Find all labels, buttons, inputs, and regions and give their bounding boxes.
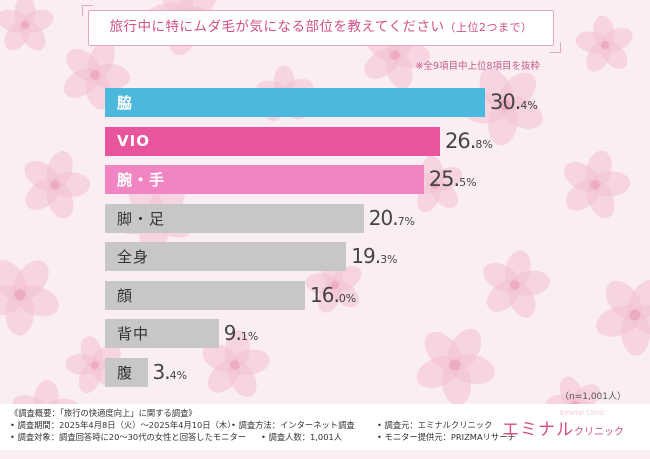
flower-icon bbox=[0, 247, 68, 343]
data-label: 26.8% bbox=[445, 128, 493, 153]
bar-label: 腕・手 bbox=[117, 171, 166, 189]
title-corner-br bbox=[550, 42, 561, 53]
bar-6: 顔 bbox=[105, 280, 305, 310]
survey-provider: • モニター提供元：PRIZMAリサーチ bbox=[377, 432, 516, 442]
flower-icon bbox=[565, 5, 644, 84]
bar-7: 背中 bbox=[105, 319, 219, 348]
chart-title: 旅行中に特にムダ毛が気になる部位を教えてください（上位2つまで） bbox=[88, 10, 554, 46]
title-corner-tl bbox=[82, 5, 93, 16]
survey-source: • 調査元：エミナルクリニック bbox=[377, 420, 493, 430]
flower-icon bbox=[0, 0, 57, 56]
sample-size: （n=1,001人） bbox=[559, 392, 626, 402]
excerpt-note: ※全9項目中上位8項目を抜粋 bbox=[415, 61, 540, 72]
bar-3: 腕・手 bbox=[105, 165, 424, 194]
flower-icon bbox=[548, 138, 642, 232]
survey-count: • 調査人数：1,001人 bbox=[261, 432, 343, 442]
chart-title-sub: （上位2つまで） bbox=[444, 21, 533, 34]
flower-icon bbox=[13, 143, 98, 228]
survey-overview: 《調査概要：「旅行の快適度向上」に関する調査》 bbox=[10, 408, 197, 418]
clinic-logo: エミナルクリニック Eminal Clinic bbox=[502, 409, 624, 440]
bar-label: 背中 bbox=[117, 325, 150, 343]
data-label: 16.0% bbox=[310, 282, 357, 307]
chart-title-main: 旅行中に特にムダ毛が気になる部位を教えてください bbox=[109, 19, 445, 35]
bar-label: 腹 bbox=[117, 363, 134, 382]
survey-method: • 調査方法：インターネット調査 bbox=[231, 420, 355, 430]
data-label: 19.3% bbox=[351, 244, 398, 268]
survey-period: • 調査期間：2025年4月8日（火）～2025年4月10日（木） bbox=[10, 420, 236, 430]
bar-label: 脇 bbox=[117, 94, 134, 112]
flower-icon bbox=[402, 312, 508, 418]
survey-footer: 《調査概要：「旅行の快適度向上」に関する調査》 • 調査期間：2025年4月8日… bbox=[0, 404, 650, 450]
survey-target: • 調査対象：調査回答時に20～30代の女性と回答したモニター bbox=[10, 432, 247, 442]
flower-icon bbox=[470, 240, 560, 330]
data-label: 9.1% bbox=[223, 321, 259, 345]
data-label: 3.4% bbox=[152, 359, 188, 384]
bar-5: 全身 bbox=[105, 242, 347, 271]
data-label: 20.7% bbox=[368, 205, 416, 230]
clinic-logo-watermark: Eminal Clinic bbox=[560, 409, 606, 417]
bar-label: VIO bbox=[117, 132, 150, 150]
bar-8: 腹 bbox=[105, 357, 148, 387]
bar-label: 顔 bbox=[117, 286, 134, 305]
flower-icon bbox=[581, 261, 650, 369]
data-label: 25.5% bbox=[428, 167, 477, 191]
bar-label: 脚・足 bbox=[117, 209, 166, 228]
clinic-logo-main: エミナル bbox=[502, 420, 574, 440]
bar-label: 全身 bbox=[117, 248, 150, 266]
bar-2: VIO bbox=[105, 126, 440, 156]
clinic-logo-suffix: クリニック bbox=[574, 427, 624, 438]
data-label: 30.4% bbox=[490, 90, 538, 114]
bar-1: 脇 bbox=[105, 88, 485, 117]
bar-4: 脚・足 bbox=[105, 203, 364, 233]
